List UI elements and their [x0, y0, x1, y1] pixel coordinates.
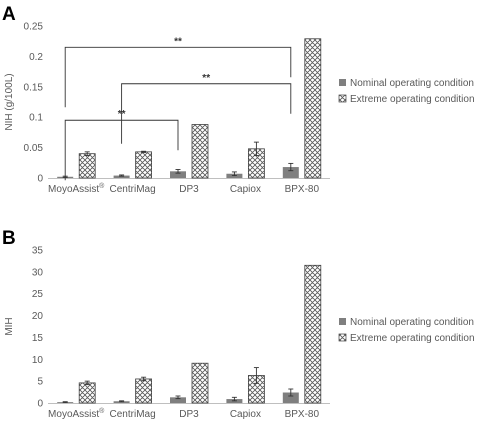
chart-panel-b: B MIH 0 5 10 15 20 25 30 35 MoyoAssist® CentriMag DP…: [2, 228, 475, 420]
y-axis-label: MIH: [4, 317, 15, 335]
y-tick-label: 0.15: [24, 82, 44, 93]
y-tick-label: 25: [32, 289, 44, 300]
legend-swatch-nominal: [339, 318, 346, 325]
panel-label: A: [2, 4, 16, 25]
significance-bracket: [64, 119, 179, 181]
x-tick-label: Capiox: [230, 409, 261, 420]
legend-label-extreme: Extreme operating condition: [350, 94, 475, 105]
x-tick-label: CentriMag: [110, 184, 156, 195]
registered-mark: ®: [99, 182, 105, 190]
bar-extreme: [304, 38, 322, 179]
bar-extreme: [191, 362, 209, 404]
registered-mark: ®: [99, 407, 105, 415]
significance-label: **: [174, 36, 182, 47]
significance-label: **: [202, 73, 210, 84]
y-tick-label: 35: [32, 246, 44, 257]
y-tick-label: 30: [32, 267, 44, 278]
legend-label-nominal: Nominal operating condition: [350, 78, 474, 89]
y-tick-label: 20: [32, 311, 44, 322]
x-tick-label: DP3: [179, 409, 199, 420]
y-tick-label: 5: [37, 377, 43, 388]
y-tick-label: 0.25: [24, 22, 44, 33]
legend-swatch-extreme: [338, 94, 347, 103]
x-tick-label: MoyoAssist®: [48, 182, 105, 195]
bar-extreme: [191, 124, 209, 179]
x-tick-label: Capiox: [230, 184, 261, 195]
x-tick-label: CentriMag: [110, 409, 156, 420]
bar-extreme: [135, 151, 153, 179]
legend-swatch-nominal: [339, 79, 346, 86]
y-tick-label: 0: [37, 399, 43, 410]
bar-extreme: [135, 378, 153, 404]
significance-bracket: [64, 46, 292, 108]
y-tick-label: 0.2: [29, 52, 43, 63]
legend-label-extreme: Extreme operating condition: [350, 333, 475, 344]
y-tick-label: 0.1: [29, 113, 43, 124]
bar-nominal: [170, 397, 186, 403]
x-tick-label: DP3: [179, 184, 199, 195]
chart-panel-a: A NIH (g/100L) 0 0.05 0.1 0.15 0.2 0.25 MoyoAssi…: [2, 4, 475, 195]
y-tick-label: 10: [32, 355, 44, 366]
bar-nominal: [282, 167, 299, 178]
x-tick-label: MoyoAssist®: [48, 407, 105, 420]
legend-label-nominal: Nominal operating condition: [350, 317, 474, 328]
bar-extreme: [78, 382, 96, 404]
y-axis-label: NIH (g/100L): [4, 73, 15, 130]
bar-nominal: [282, 392, 299, 403]
y-tick-label: 15: [32, 333, 44, 344]
panel-label: B: [2, 228, 16, 249]
y-tick-label: 0: [37, 174, 43, 185]
y-tick-label: 0.05: [24, 143, 44, 154]
x-tick-label: BPX-80: [285, 184, 320, 195]
legend-swatch-extreme: [338, 333, 347, 342]
bar-extreme: [78, 153, 96, 179]
x-tick-label: BPX-80: [285, 409, 320, 420]
significance-label: **: [118, 109, 126, 120]
bar-nominal: [113, 175, 130, 178]
bar-nominal: [170, 171, 186, 178]
bar-extreme: [304, 264, 322, 404]
significance-bracket: [121, 83, 292, 144]
